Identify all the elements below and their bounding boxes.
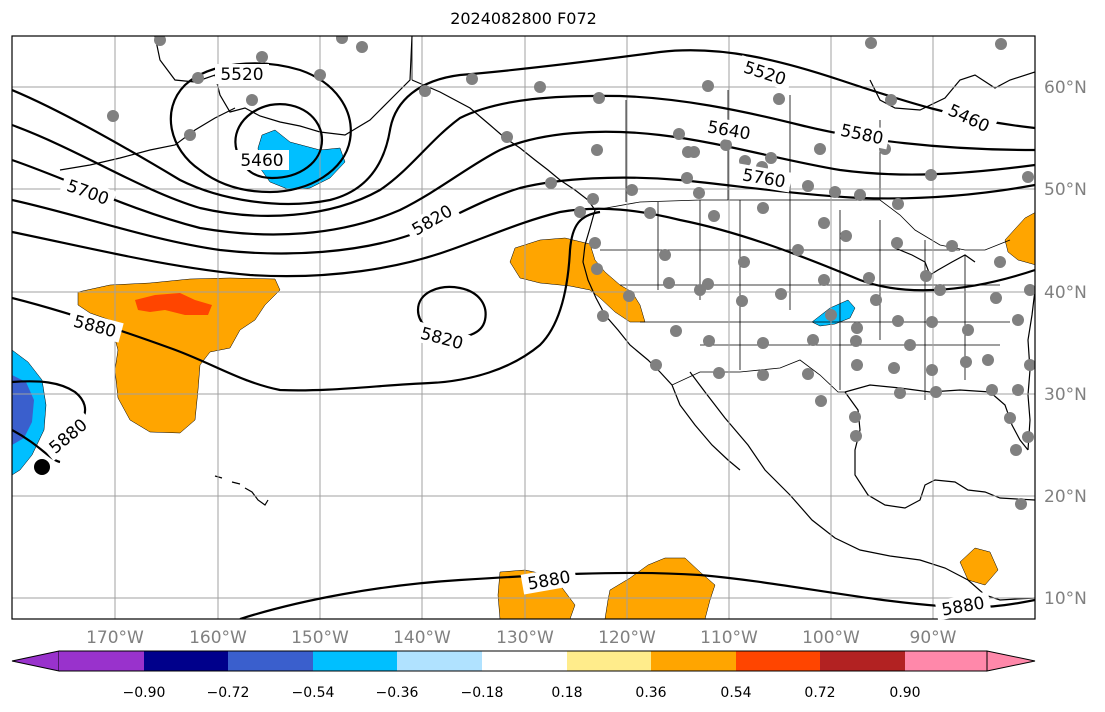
colorbar-tick-label: −0.18	[461, 685, 504, 701]
latitude-labels: 60°N 50°N 40°N 30°N 20°N 10°N	[1044, 78, 1087, 609]
contour-5460-low	[234, 103, 324, 180]
contour-5520-west	[169, 62, 352, 194]
colorbar-extend-left	[11, 650, 60, 672]
lat-label: 10°N	[1044, 589, 1087, 609]
colorbar-swatch	[567, 651, 651, 671]
colorbar-tick-label: 0.90	[889, 685, 920, 701]
colorbar-tick-label: 0.18	[551, 685, 582, 701]
colorbar-swatch	[905, 651, 987, 671]
coastline-us-west	[582, 209, 673, 386]
lon-label: 130°W	[496, 628, 554, 648]
lat-label: 30°N	[1044, 385, 1087, 405]
contour-5880-west-low	[12, 380, 87, 464]
contour-5640	[12, 94, 1035, 217]
strong-anomaly-central-pacific	[135, 293, 212, 315]
lon-label: 120°W	[598, 628, 656, 648]
colorbar-swatch	[651, 651, 736, 671]
contour-label: 5460	[240, 151, 283, 171]
map-frame	[11, 35, 1036, 620]
colorbar-tick-label: −0.90	[123, 685, 166, 701]
border-states-horizontal	[600, 249, 1010, 346]
colorbar-tick-label: −0.72	[207, 685, 250, 701]
coastline-pacific-northwest	[411, 79, 596, 211]
colorbar-tick-label: −0.36	[376, 685, 419, 701]
coastline-alaska	[154, 36, 413, 136]
lon-label: 170°W	[86, 628, 144, 648]
coastline-mexico-west	[689, 371, 1035, 601]
colorbar-ticks: −0.90 −0.72 −0.54 −0.36 −0.18 0.18 0.36 …	[123, 685, 921, 701]
lon-label: 150°W	[291, 628, 349, 648]
colorbar-swatch	[313, 651, 397, 671]
colorbar-tick-label: 0.36	[635, 685, 666, 701]
colorbar-swatch	[228, 651, 313, 671]
coastline-great-lakes	[894, 247, 976, 276]
contour-5820	[12, 207, 1035, 292]
coastline-gulf-north	[844, 384, 1029, 451]
positive-anomaly-east-canada	[1004, 212, 1035, 265]
colorbar-tick-label: 0.72	[804, 685, 835, 701]
lon-label: 160°W	[189, 628, 247, 648]
coastline-aleutians	[59, 107, 236, 171]
colorbar-tick-label: −0.54	[292, 685, 335, 701]
contour-5700	[12, 130, 1035, 236]
colorbar-swatch	[59, 651, 144, 671]
contour-label: 5520	[220, 65, 263, 85]
colorbar-swatch	[820, 651, 905, 671]
strong-negative-anomaly-west-edge	[12, 375, 34, 445]
colorbar-tick-label: 0.54	[720, 685, 751, 701]
lat-label: 50°N	[1044, 180, 1087, 200]
lon-label: 110°W	[700, 628, 758, 648]
longitude-labels: 170°W 160°W 150°W 140°W 130°W 120°W 110°…	[86, 628, 957, 648]
colorbar-swatch	[144, 651, 228, 671]
contour-5880-main	[12, 210, 601, 392]
colorbar: −0.90 −0.72 −0.54 −0.36 −0.18 0.18 0.36 …	[11, 650, 1036, 701]
lat-label: 40°N	[1044, 283, 1087, 303]
colorbar-extend-right	[986, 650, 1036, 672]
lon-label: 90°W	[910, 628, 957, 648]
map-title: 2024082800 F072	[450, 9, 597, 28]
contour-5580-west	[12, 49, 1035, 205]
border-us-mexico	[671, 359, 845, 393]
colorbar-swatch	[482, 651, 567, 671]
political-borders	[411, 36, 1011, 400]
lon-label: 140°W	[393, 628, 451, 648]
colorbar-swatch	[736, 651, 820, 671]
lat-label: 60°N	[1044, 78, 1087, 98]
tropical-cyclone-marker	[34, 459, 50, 475]
border-us-canada	[594, 199, 1011, 251]
coastline-baja	[671, 384, 741, 471]
lat-label: 20°N	[1044, 487, 1087, 507]
colorbar-swatch	[397, 651, 482, 671]
lon-label: 100°W	[802, 628, 860, 648]
